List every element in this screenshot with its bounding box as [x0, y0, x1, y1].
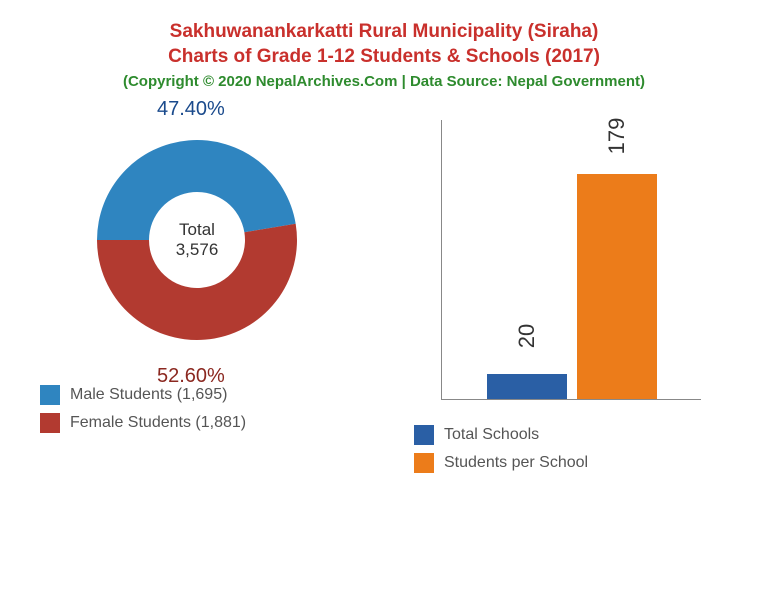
chart-container: Sakhuwanankarkatti Rural Municipality (S…: [0, 0, 768, 501]
title-area: Sakhuwanankarkatti Rural Municipality (S…: [30, 20, 738, 90]
copyright-line: (Copyright © 2020 NepalArchives.Com | Da…: [30, 73, 738, 90]
bar-chart: 20 179: [441, 120, 701, 400]
bar-schools-value: 20: [514, 324, 540, 348]
legend-item-schools: Total Schools: [414, 425, 588, 445]
legend-swatch-male: [40, 385, 60, 405]
donut-total-label: Total: [176, 220, 219, 240]
bar-section: 20 179 Total Schools Students per School: [404, 120, 738, 481]
legend-item-sps: Students per School: [414, 453, 588, 473]
legend-item-female: Female Students (1,881): [40, 413, 246, 433]
bar-legend: Total Schools Students per School: [404, 425, 588, 481]
charts-row: Total 3,576 47.40% 52.60% Male Students …: [30, 120, 738, 481]
title-line-1: Sakhuwanankarkatti Rural Municipality (S…: [30, 20, 738, 45]
donut-section: Total 3,576 47.40% 52.60% Male Students …: [30, 120, 364, 481]
donut-wrap: Total 3,576 47.40% 52.60%: [77, 120, 317, 360]
legend-label-sps: Students per School: [444, 454, 588, 472]
legend-item-male: Male Students (1,695): [40, 385, 246, 405]
donut-total-value: 3,576: [176, 240, 219, 260]
bar-students-per-school: 179: [577, 174, 657, 400]
bar-sps-value: 179: [604, 117, 630, 154]
legend-swatch-schools: [414, 425, 434, 445]
legend-label-schools: Total Schools: [444, 426, 539, 444]
legend-label-female: Female Students (1,881): [70, 414, 246, 432]
donut-legend: Male Students (1,695) Female Students (1…: [30, 385, 246, 441]
bar-schools: 20: [487, 374, 567, 399]
title-line-2: Charts of Grade 1-12 Students & Schools …: [30, 45, 738, 70]
legend-label-male: Male Students (1,695): [70, 386, 227, 404]
donut-center: Total 3,576: [176, 220, 219, 260]
legend-swatch-sps: [414, 453, 434, 473]
male-pct-label: 47.40%: [157, 98, 225, 121]
female-pct-label: 52.60%: [157, 365, 225, 388]
legend-swatch-female: [40, 413, 60, 433]
